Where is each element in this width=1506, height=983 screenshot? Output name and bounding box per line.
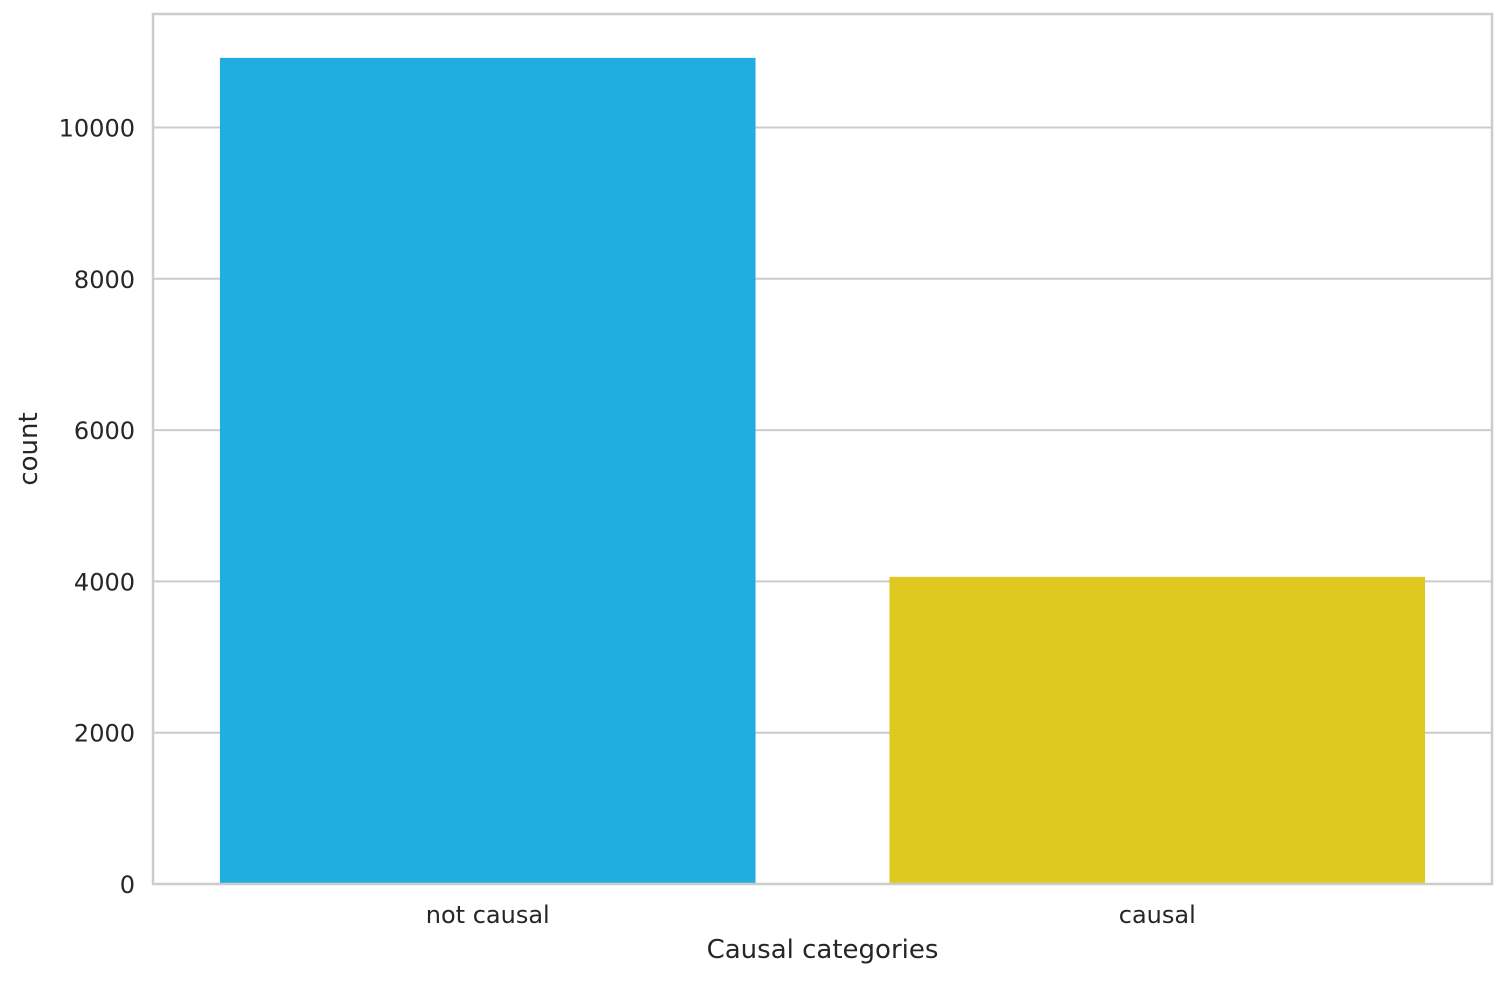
y-tick-label: 8000 [74, 266, 135, 294]
y-tick-label: 4000 [74, 568, 135, 596]
x-tick-labels: not causal causal [426, 901, 1196, 929]
y-tick-labels: 0 2000 4000 6000 8000 10000 [59, 114, 135, 899]
y-tick-label: 2000 [74, 720, 135, 748]
x-tick-label: causal [1119, 901, 1196, 929]
x-axis-label: Causal categories [707, 935, 939, 965]
y-axis-label: count [14, 412, 44, 485]
y-tick-label: 10000 [59, 114, 135, 142]
bar-not-causal [219, 57, 756, 885]
x-tick-label: not causal [426, 901, 550, 929]
y-tick-label: 6000 [74, 417, 135, 445]
bars [219, 57, 1426, 885]
plot-frame [151, 12, 1494, 886]
bar-causal [889, 576, 1426, 884]
y-tick-label: 0 [120, 871, 135, 899]
